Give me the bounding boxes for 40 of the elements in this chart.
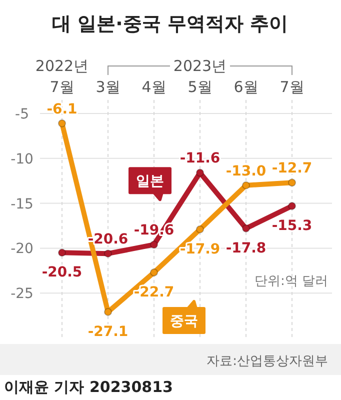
data-label: -17.9: [180, 241, 220, 258]
text: 2023년: [173, 57, 227, 75]
data-label: -12.7: [272, 160, 312, 177]
point: [242, 181, 250, 190]
data-label: -13.0: [226, 163, 266, 180]
point: [242, 224, 250, 232]
point: [288, 178, 296, 187]
text: 2022년: [35, 57, 89, 75]
annotation: 단위:억 달러: [254, 274, 328, 289]
point: [288, 202, 296, 210]
point: [58, 248, 66, 257]
y-tick-label: -5: [15, 106, 29, 122]
chart-title: 대 일본·중국 무역적자 추이: [52, 13, 288, 35]
y-tick-label: -10: [10, 151, 34, 168]
data-label: -20.5: [42, 264, 82, 281]
data-label: -6.1: [46, 101, 78, 118]
point: [196, 225, 204, 234]
data-label: -11.6: [180, 150, 220, 167]
point: [58, 119, 66, 128]
text: 이재윤 기자 20230813: [4, 378, 173, 396]
x-tick-label: 3월: [96, 78, 120, 96]
x-tick-label: 7월: [50, 78, 74, 96]
x-tick-label: 6월: [234, 78, 258, 96]
text: 자료:산업통상자원부: [206, 354, 328, 369]
point: [150, 268, 158, 276]
data-label: -22.7: [134, 284, 174, 300]
y-tick-label: -15: [10, 196, 34, 212]
data-label: -17.8: [226, 240, 266, 256]
x-tick-label: 5월: [188, 78, 212, 96]
point: [150, 240, 158, 249]
data-label: -27.1: [88, 324, 128, 340]
series-label: 일본: [136, 174, 164, 190]
x-tick-label: 7월: [280, 78, 304, 96]
point: [196, 168, 204, 177]
y-tick-label: -25: [10, 286, 34, 302]
data-label: -15.3: [272, 218, 312, 234]
x-tick-label: 4월: [142, 78, 166, 96]
point: [104, 308, 112, 316]
y-tick-label: -20: [10, 241, 34, 258]
point: [104, 250, 112, 258]
